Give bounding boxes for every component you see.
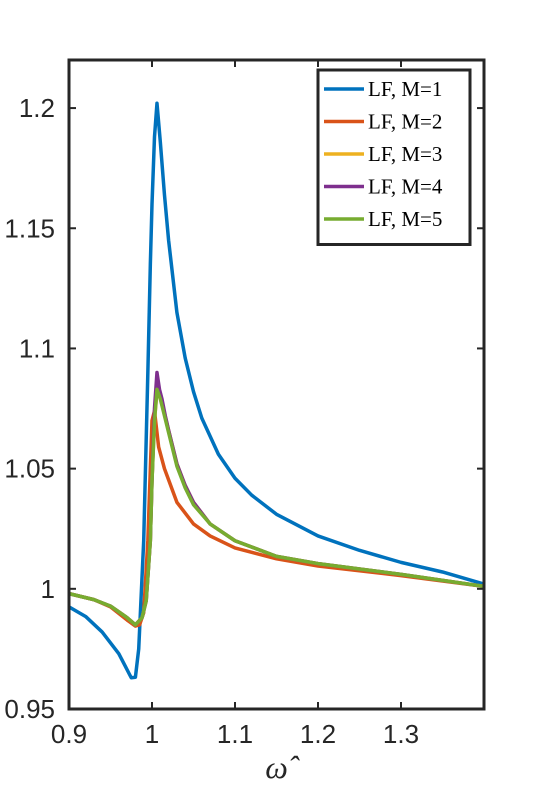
- legend-label-2: LF, M=2: [368, 110, 442, 134]
- y-tick-label: 1.2: [19, 93, 55, 123]
- x-tick-label: 1: [145, 719, 159, 749]
- x-tick-label: 1.1: [217, 719, 253, 749]
- x-axis-label: ω̂: [265, 749, 300, 785]
- series-line-1: [68, 101, 485, 680]
- x-tick-label: 1.3: [383, 719, 419, 749]
- y-tick-label: 1.05: [4, 454, 55, 484]
- axes-box: [67, 58, 486, 711]
- x-tick-label: 0.9: [51, 719, 87, 749]
- legend: LF, M=1 LF, M=2 LF, M=3 LF, M=4 LF, M=5: [316, 68, 472, 246]
- y-tick-label: 1.1: [19, 333, 55, 363]
- y-tick-label: 0.95: [4, 694, 55, 724]
- y-tick-label: 1: [41, 574, 55, 604]
- series-line-2: [68, 409, 485, 628]
- series-layer: [68, 101, 485, 680]
- legend-label-1: LF, M=1: [368, 77, 442, 101]
- legend-label-4: LF, M=4: [368, 175, 443, 199]
- ticks-layer: 0.9 1 1.1 1.2 1.3 0.95 1 1.05 1.1 1.15 1.2: [4, 60, 484, 749]
- y-tick-label: 1.15: [4, 213, 55, 243]
- legend-label-5: LF, M=5: [368, 207, 442, 231]
- legend-label-3: LF, M=3: [368, 142, 442, 166]
- series-line-3: [68, 389, 485, 627]
- series-line-5: [68, 387, 485, 627]
- series-line-4: [68, 370, 485, 627]
- legend-box: [316, 68, 472, 246]
- x-tick-label: 1.2: [300, 719, 336, 749]
